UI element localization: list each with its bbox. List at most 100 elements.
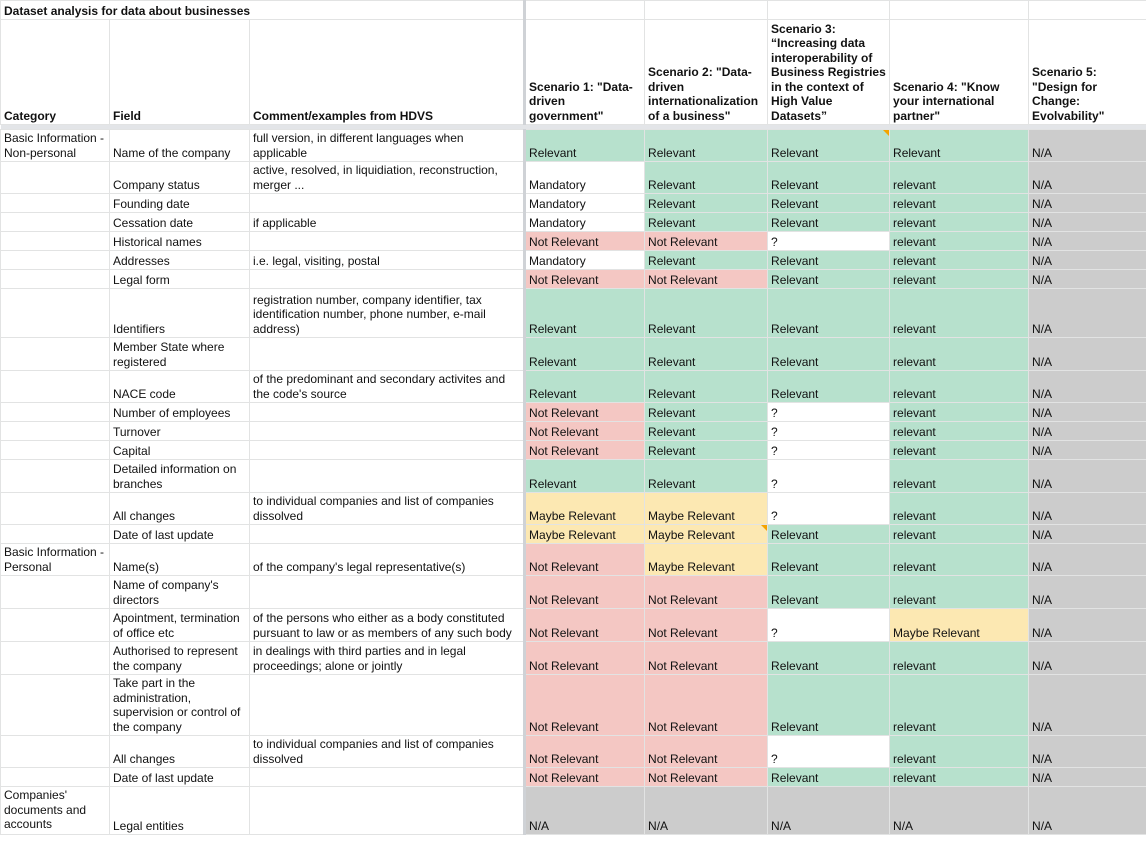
header-scenario-3[interactable]: Scenario 3: “Increasing data interoperab… [767, 19, 891, 125]
field-cell[interactable]: All changes [109, 735, 250, 768]
comment-cell[interactable]: active, resolved, in liquidiation, recon… [248, 161, 527, 194]
scenario-2-cell[interactable]: Relevant [644, 193, 769, 213]
scenario-4-cell[interactable]: relevant [889, 421, 1030, 441]
scenario-3-cell[interactable]: Relevant [767, 288, 891, 338]
comment-cell[interactable] [248, 421, 527, 441]
scenario-5-cell[interactable]: N/A [1028, 129, 1146, 162]
scenario-4-cell[interactable]: relevant [889, 231, 1030, 251]
scenario-3-cell[interactable]: Relevant [767, 269, 891, 289]
category-cell[interactable] [0, 459, 110, 493]
scenario-2-cell[interactable]: Not Relevant [644, 608, 769, 642]
category-cell[interactable] [0, 288, 110, 338]
scenario-4-cell[interactable]: relevant [889, 641, 1030, 675]
field-cell[interactable]: Historical names [109, 231, 250, 251]
scenario-2-cell[interactable]: Relevant [644, 250, 769, 270]
category-cell[interactable] [0, 231, 110, 251]
field-cell[interactable]: Legal entities [109, 786, 250, 835]
scenario-5-cell[interactable]: N/A [1028, 212, 1146, 232]
scenario-1-cell[interactable]: Maybe Relevant [524, 492, 646, 525]
scenario-3-cell[interactable]: Relevant [767, 161, 891, 194]
comment-cell[interactable] [248, 231, 527, 251]
comment-cell[interactable] [248, 269, 527, 289]
comment-cell[interactable]: full version, in different languages whe… [248, 129, 527, 162]
scenario-1-cell[interactable]: Maybe Relevant [524, 524, 646, 544]
scenario-2-cell[interactable]: Not Relevant [644, 641, 769, 675]
category-cell[interactable]: Basic Information - Personal [0, 543, 110, 576]
comment-cell[interactable] [248, 193, 527, 213]
scenario-2-cell[interactable]: Maybe Relevant [644, 543, 769, 576]
field-cell[interactable]: Member State where registered [109, 337, 250, 371]
field-cell[interactable]: Detailed information on branches [109, 459, 250, 493]
scenario-5-cell[interactable]: N/A [1028, 161, 1146, 194]
field-cell[interactable]: Company status [109, 161, 250, 194]
scenario-1-cell[interactable]: Relevant [524, 459, 646, 493]
category-cell[interactable] [0, 402, 110, 422]
scenario-3-cell[interactable]: ? [767, 231, 891, 251]
scenario-1-cell[interactable]: Not Relevant [524, 735, 646, 768]
scenario-3-cell[interactable]: N/A [767, 786, 891, 835]
field-cell[interactable]: Name of company's directors [109, 575, 250, 609]
scenario-5-cell[interactable]: N/A [1028, 543, 1146, 576]
scenario-5-cell[interactable]: N/A [1028, 337, 1146, 371]
comment-cell[interactable] [248, 524, 527, 544]
scenario-1-cell[interactable]: Mandatory [524, 161, 646, 194]
frozen-row-divider[interactable] [0, 124, 1146, 130]
scenario-4-cell[interactable]: relevant [889, 402, 1030, 422]
scenario-4-cell[interactable]: relevant [889, 735, 1030, 768]
header-category[interactable]: Category [0, 19, 110, 125]
scenario-1-cell[interactable]: Relevant [524, 129, 646, 162]
comment-cell[interactable]: registration number, company identifier,… [248, 288, 527, 338]
category-cell[interactable]: Companies' documents and accounts [0, 786, 110, 835]
scenario-4-cell[interactable]: relevant [889, 459, 1030, 493]
category-cell[interactable] [0, 674, 110, 736]
field-cell[interactable]: Addresses [109, 250, 250, 270]
scenario-1-cell[interactable]: Not Relevant [524, 543, 646, 576]
scenario-1-cell[interactable]: Relevant [524, 370, 646, 403]
scenario-2-cell[interactable]: Not Relevant [644, 674, 769, 736]
category-cell[interactable] [0, 767, 110, 787]
scenario-2-cell[interactable]: Relevant [644, 402, 769, 422]
scenario-2-cell[interactable]: Relevant [644, 288, 769, 338]
scenario-2-cell[interactable]: Relevant [644, 421, 769, 441]
category-cell[interactable]: Basic Information - Non-personal [0, 129, 110, 162]
cell[interactable] [644, 0, 769, 20]
scenario-5-cell[interactable]: N/A [1028, 767, 1146, 787]
scenario-4-cell[interactable]: relevant [889, 288, 1030, 338]
scenario-1-cell[interactable]: Not Relevant [524, 608, 646, 642]
scenario-2-cell[interactable]: Relevant [644, 129, 769, 162]
scenario-3-cell[interactable]: ? [767, 459, 891, 493]
scenario-5-cell[interactable]: N/A [1028, 674, 1146, 736]
category-cell[interactable] [0, 440, 110, 460]
category-cell[interactable] [0, 492, 110, 525]
field-cell[interactable]: Name(s) [109, 543, 250, 576]
cell[interactable] [889, 0, 1030, 20]
comment-cell[interactable] [248, 767, 527, 787]
comment-cell[interactable] [248, 575, 527, 609]
scenario-1-cell[interactable]: Not Relevant [524, 674, 646, 736]
field-cell[interactable]: Founding date [109, 193, 250, 213]
scenario-2-cell[interactable]: Not Relevant [644, 231, 769, 251]
scenario-4-cell[interactable]: Relevant [889, 129, 1030, 162]
scenario-2-cell[interactable]: Not Relevant [644, 269, 769, 289]
scenario-5-cell[interactable]: N/A [1028, 641, 1146, 675]
scenario-3-cell[interactable]: ? [767, 440, 891, 460]
category-cell[interactable] [0, 337, 110, 371]
scenario-2-cell[interactable]: Not Relevant [644, 735, 769, 768]
scenario-4-cell[interactable]: relevant [889, 575, 1030, 609]
category-cell[interactable] [0, 608, 110, 642]
field-cell[interactable]: Identifiers [109, 288, 250, 338]
scenario-4-cell[interactable]: relevant [889, 161, 1030, 194]
scenario-3-cell[interactable]: ? [767, 402, 891, 422]
comment-cell[interactable]: in dealings with third parties and in le… [248, 641, 527, 675]
field-cell[interactable]: Turnover [109, 421, 250, 441]
scenario-5-cell[interactable]: N/A [1028, 524, 1146, 544]
header-field[interactable]: Field [109, 19, 250, 125]
scenario-5-cell[interactable]: N/A [1028, 421, 1146, 441]
comment-cell[interactable] [248, 786, 527, 835]
scenario-1-cell[interactable]: Not Relevant [524, 269, 646, 289]
scenario-2-cell[interactable]: Relevant [644, 212, 769, 232]
category-cell[interactable] [0, 370, 110, 403]
scenario-1-cell[interactable]: Not Relevant [524, 421, 646, 441]
field-cell[interactable]: Take part in the administration, supervi… [109, 674, 250, 736]
category-cell[interactable] [0, 575, 110, 609]
